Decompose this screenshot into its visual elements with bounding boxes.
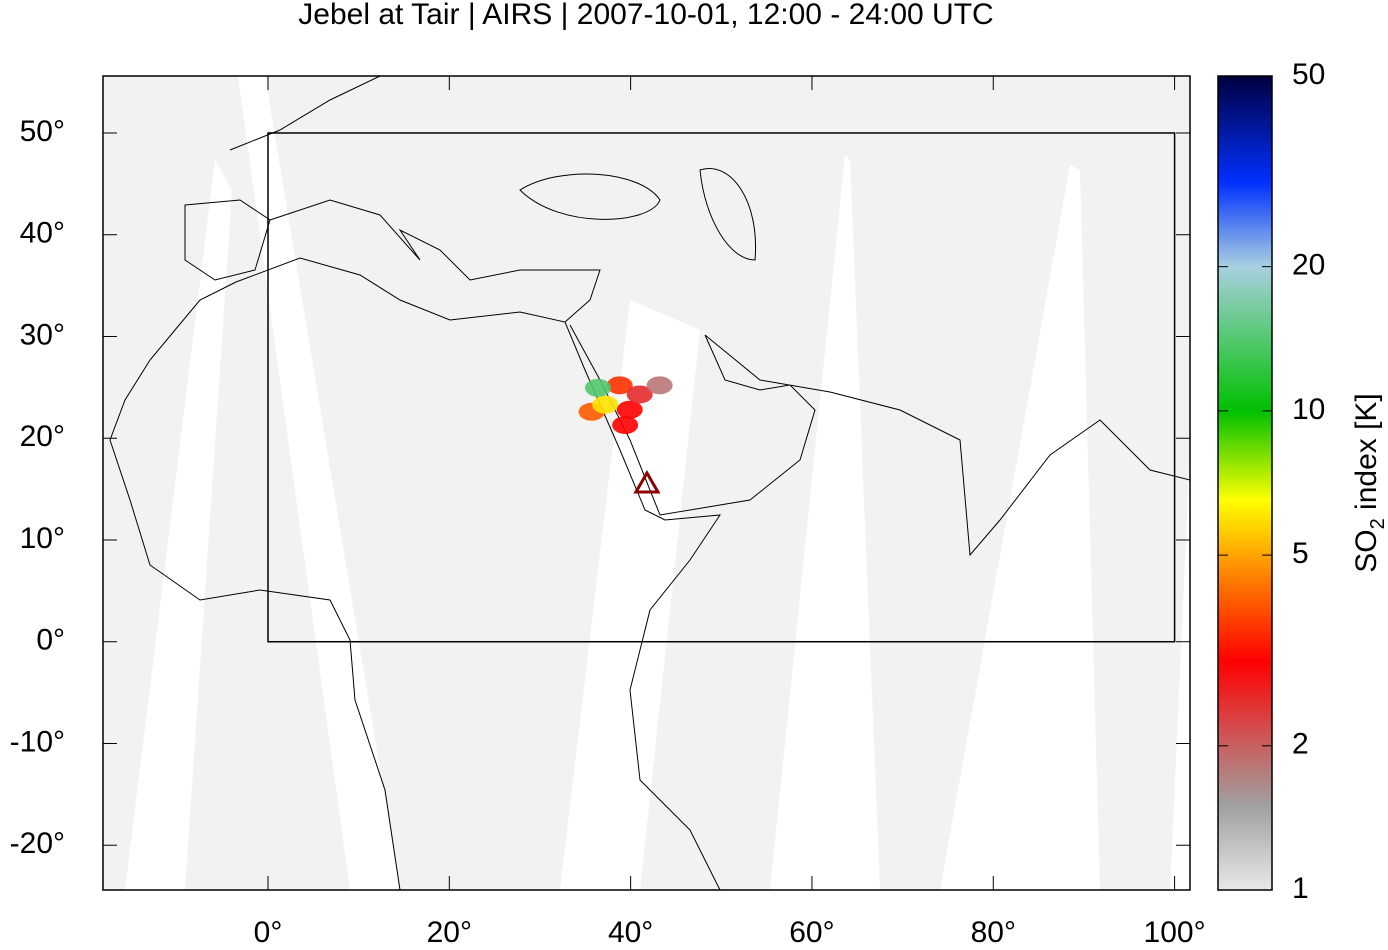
- chart-title: Jebel at Tair | AIRS | 2007-10-01, 12:00…: [298, 0, 993, 31]
- x-tick-label: 0°: [254, 916, 283, 949]
- colorbar-label-part: 2: [1367, 518, 1388, 529]
- x-tick-label: 80°: [971, 916, 1016, 949]
- x-tick-label: 20°: [427, 916, 472, 949]
- x-tick-label: 40°: [608, 916, 653, 949]
- x-tick-label: 100°: [1144, 916, 1206, 949]
- y-tick-label: 0°: [36, 624, 65, 657]
- so2-pixel: [612, 416, 639, 435]
- so2-pixel: [646, 376, 673, 395]
- colorbar-tick-label: 10: [1292, 393, 1325, 426]
- coastlines: [109, 76, 1190, 890]
- so2-pixel: [616, 400, 643, 419]
- y-tick-label: 10°: [20, 522, 65, 555]
- colorbar-tick-label: 50: [1292, 58, 1325, 91]
- y-tick-label: 20°: [20, 420, 65, 453]
- colorbar-tick-label: 1: [1292, 872, 1309, 905]
- colorbar-tick-label: 20: [1292, 249, 1325, 282]
- plot-frame: [102, 75, 1191, 891]
- x-tick-label: 60°: [789, 916, 834, 949]
- y-tick-label: 50°: [20, 115, 65, 148]
- colorbar-label-part: SO: [1350, 529, 1383, 572]
- colorbar-label: SO2 index [K]: [1350, 393, 1388, 573]
- colorbar-label-part: index [K]: [1350, 393, 1383, 518]
- volcano-marker: [633, 470, 661, 494]
- y-tick-label: -10°: [10, 725, 65, 758]
- swath-gaps: [125, 76, 1190, 890]
- region-box: [267, 132, 1176, 643]
- colorbar-tick-label: 2: [1292, 728, 1309, 761]
- y-tick-label: -20°: [10, 827, 65, 860]
- colorbar-tick-label: 5: [1292, 537, 1309, 570]
- so2-pixel: [592, 395, 619, 414]
- so2-pixel: [626, 385, 653, 404]
- colorbar: [1217, 75, 1273, 891]
- y-tick-label: 40°: [20, 217, 65, 250]
- so2-pixel: [584, 378, 611, 397]
- so2-pixel: [606, 376, 633, 395]
- y-tick-label: 30°: [20, 318, 65, 351]
